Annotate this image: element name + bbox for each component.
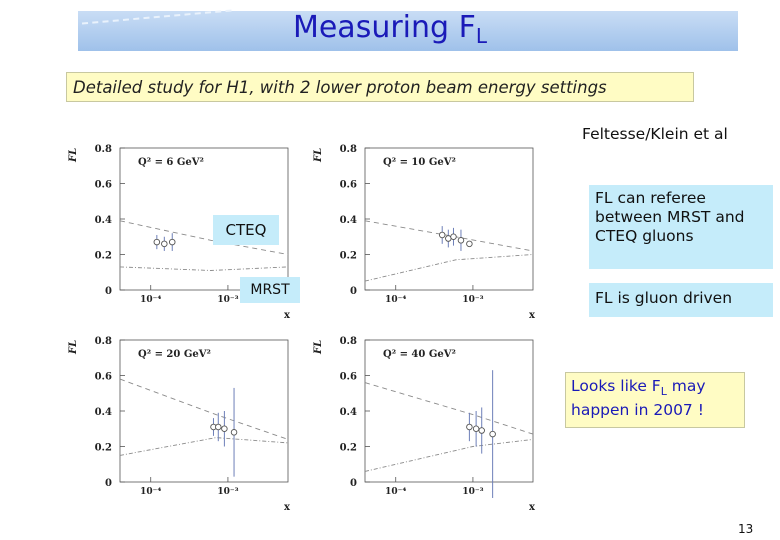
y-tick-label: 0.2 — [340, 443, 357, 454]
data-point — [161, 240, 168, 248]
y-tick-label: 0.4 — [95, 407, 112, 418]
data-point — [153, 238, 161, 246]
panel-title: Q² = 20 GeV² — [138, 349, 211, 360]
x-tick-label: 10⁻⁴ — [140, 295, 161, 305]
y-tick-label: 0.2 — [95, 443, 112, 454]
data-point — [168, 238, 176, 246]
referee-annotation: FL can referee between MRST and CTEQ glu… — [589, 185, 773, 269]
cteq-curve — [119, 220, 289, 255]
y-tick-label: 0.2 — [340, 251, 357, 262]
prediction-annotation: Looks like FL may happen in 2007 ! — [565, 372, 745, 428]
data-point — [472, 425, 480, 433]
x-tick-label: 10⁻³ — [217, 487, 238, 497]
x-tick-label: 10⁻⁴ — [385, 295, 406, 305]
y-tick-label: 0.4 — [340, 215, 357, 226]
y-tick-label: 0.8 — [340, 336, 357, 347]
page-number: 13 — [738, 522, 754, 536]
y-tick-label: 0.6 — [340, 180, 357, 191]
data-point — [450, 233, 457, 240]
x-tick-label: 10⁻³ — [217, 295, 238, 305]
y-tick-label: 0.4 — [340, 407, 357, 418]
gluon-annotation: FL is gluon driven — [589, 283, 773, 317]
data-point — [215, 423, 222, 431]
y-tick-label: 0.6 — [95, 372, 112, 383]
data-point — [230, 429, 238, 436]
panel-title: Q² = 10 GeV² — [383, 157, 456, 168]
y-tick-label: 0.6 — [340, 372, 357, 383]
y-axis-label: FL — [68, 340, 79, 355]
y-tick-label: 0.8 — [95, 336, 112, 347]
fl-panel-4: 0 0.2 0.4 0.6 0.8 10⁻⁴ 10⁻³ x FL Q² = 40 GeV² — [313, 336, 536, 512]
x-axis-label: x — [284, 502, 291, 512]
data-point — [478, 427, 485, 434]
y-tick-label: 0 — [350, 286, 357, 297]
subtitle-box: Detailed study for H1, with 2 lower prot… — [66, 72, 694, 102]
y-tick-label: 0.2 — [95, 251, 112, 262]
x-axis-label: x — [284, 310, 291, 321]
data-point — [221, 425, 228, 433]
prediction-text-b: may happen in 2007 ! — [571, 377, 706, 420]
x-tick-label: 10⁻³ — [462, 487, 483, 497]
x-tick-label: 10⁻⁴ — [140, 487, 161, 497]
y-axis-label: FL — [313, 148, 324, 163]
cteq-curve — [119, 378, 289, 440]
slide-title: Measuring FL — [0, 10, 780, 48]
mrst-curve — [364, 438, 534, 472]
data-point — [466, 240, 473, 248]
panel-title: Q² = 6 GeV² — [138, 157, 204, 168]
y-axis-label: FL — [313, 340, 324, 355]
data-point — [457, 237, 465, 244]
panel-frame — [364, 339, 534, 483]
y-tick-label: 0 — [105, 478, 112, 489]
fl-panel-2: 0 0.2 0.4 0.6 0.8 10⁻⁴ 10⁻³ x FL Q² = 10 GeV² — [313, 144, 536, 321]
panel-frame — [364, 147, 534, 291]
title-subscript: L — [475, 24, 488, 48]
credit-text: Feltesse/Klein et al — [582, 125, 728, 143]
x-axis-label: x — [529, 310, 536, 321]
panel-frame — [119, 339, 289, 483]
y-tick-label: 0.6 — [95, 180, 112, 191]
cteq-label: CTEQ — [213, 215, 279, 245]
fl-panel-1: 0 0.2 0.4 0.6 0.8 10⁻⁴ 10⁻³ x FL Q² = 6 GeV² — [68, 144, 291, 321]
mrst-curve — [119, 437, 289, 456]
subtitle-text: Detailed study for H1, with 2 lower prot… — [73, 78, 607, 97]
mrst-label: MRST — [240, 277, 300, 303]
y-tick-label: 0 — [350, 478, 357, 489]
y-tick-label: 0.4 — [95, 215, 112, 226]
x-axis-label: x — [529, 502, 536, 512]
title-text: Measuring F — [292, 10, 476, 45]
x-tick-label: 10⁻³ — [462, 295, 483, 305]
cteq-curve — [364, 382, 534, 435]
panel-title: Q² = 40 GeV² — [383, 349, 456, 360]
title-banner — [78, 11, 738, 51]
fl-panel-3: 0 0.2 0.4 0.6 0.8 10⁻⁴ 10⁻³ x FL Q² = 20 GeV² — [68, 336, 291, 512]
x-tick-label: 10⁻⁴ — [385, 487, 406, 497]
data-point — [466, 423, 473, 431]
prediction-text-a: Looks like F — [571, 377, 661, 395]
mrst-curve — [364, 254, 534, 282]
mrst-curve — [119, 266, 289, 271]
y-axis-label: FL — [68, 148, 79, 163]
y-tick-label: 0.8 — [95, 144, 112, 155]
data-point — [438, 231, 446, 239]
data-point — [489, 430, 496, 438]
y-tick-label: 0 — [105, 286, 112, 297]
prediction-sub: L — [660, 385, 667, 399]
y-tick-label: 0.8 — [340, 144, 357, 155]
